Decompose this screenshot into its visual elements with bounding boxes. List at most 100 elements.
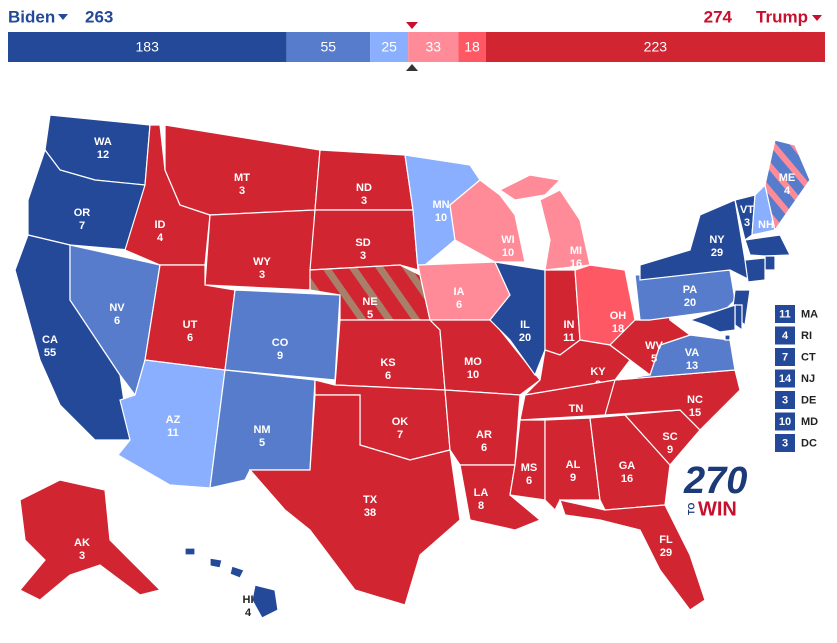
state-abbr: SD xyxy=(355,237,370,249)
state[interactable]: ID4 xyxy=(124,124,211,266)
dropdown-caret[interactable] xyxy=(58,14,68,20)
state-shape xyxy=(251,584,279,619)
candidate-name[interactable]: Biden xyxy=(8,7,55,26)
state-abbr: KS xyxy=(380,357,395,369)
state-shape xyxy=(224,289,341,381)
state-abbr: ND xyxy=(356,182,372,194)
state-votes: 55 xyxy=(44,347,56,359)
state-abbr: NM xyxy=(253,424,270,436)
state-abbr: CA xyxy=(42,334,58,346)
state-abbr: WY xyxy=(253,256,271,268)
state-votes: 3 xyxy=(259,269,265,281)
state-abbr: NV xyxy=(109,302,125,314)
state[interactable]: MS6 xyxy=(509,419,546,501)
state-abbr: LA xyxy=(474,487,489,499)
state-shape xyxy=(248,394,461,606)
candidate-total: 274 xyxy=(704,7,733,26)
vote-bar: 183 55 25 33 18 223 xyxy=(8,32,825,62)
state[interactable]: ND3 xyxy=(314,149,414,211)
small-state-box xyxy=(775,348,795,366)
state[interactable]: NE5 xyxy=(309,264,431,321)
state[interactable]: WY3 xyxy=(204,209,316,291)
small-state-votes: 7 xyxy=(782,351,788,363)
state-votes: 3 xyxy=(360,250,366,262)
state[interactable]: HI4 xyxy=(184,547,279,619)
small-state-box xyxy=(775,391,795,409)
state-abbr: AK xyxy=(74,537,90,549)
state-shape xyxy=(124,124,211,266)
bar-segment xyxy=(8,32,287,62)
small-state-list: 11 MA 4 RI 7 CT 14 NJ 3 DE 10 MD 3 DC xyxy=(775,305,818,452)
state[interactable]: AR6 xyxy=(444,389,521,466)
logo-win: WIN xyxy=(698,498,737,520)
state-abbr: NY xyxy=(709,234,725,246)
candidate-name[interactable]: Trump xyxy=(756,7,808,26)
state-votes: 6 xyxy=(456,299,462,311)
state-shape xyxy=(19,479,162,601)
small-state-abbr: RI xyxy=(801,330,812,342)
state-abbr: NC xyxy=(687,394,703,406)
bar-label: 223 xyxy=(644,39,668,55)
state-votes: 11 xyxy=(167,427,179,439)
state-votes: 6 xyxy=(114,315,120,327)
state-abbr: GA xyxy=(619,460,636,472)
state-abbr: KY xyxy=(590,366,606,378)
state[interactable]: AK3 xyxy=(19,479,162,601)
state[interactable]: CO9 xyxy=(224,289,341,381)
state-abbr: VT xyxy=(740,204,754,216)
state-abbr: ID xyxy=(155,219,166,231)
bar-label: 25 xyxy=(381,39,397,55)
state-shape xyxy=(184,547,196,556)
state-shape xyxy=(498,174,562,201)
state-votes: 8 xyxy=(478,500,484,512)
logo: 270 TO WIN xyxy=(683,460,747,520)
state-votes: 10 xyxy=(467,369,479,381)
state-votes: 38 xyxy=(364,507,376,519)
state-shape xyxy=(209,557,223,569)
state[interactable]: KS6 xyxy=(334,319,446,391)
state-abbr: HI xyxy=(243,594,254,606)
small-state-abbr: CT xyxy=(801,351,816,363)
state-votes: 11 xyxy=(563,332,575,344)
bar-label: 33 xyxy=(425,39,441,55)
small-state-votes: 3 xyxy=(782,394,788,406)
state-shape xyxy=(229,565,245,579)
state-abbr: AL xyxy=(566,459,581,471)
state-abbr: SC xyxy=(662,431,677,443)
state-abbr: WV xyxy=(645,340,663,352)
state-abbr: IN xyxy=(564,319,575,331)
state-abbr: NE xyxy=(362,296,377,308)
candidate-total: 263 xyxy=(85,7,113,26)
state-abbr: UT xyxy=(183,319,198,331)
state-votes: 29 xyxy=(660,547,672,559)
state-shape xyxy=(639,199,751,282)
state-votes: 20 xyxy=(519,332,531,344)
state[interactable]: SD3 xyxy=(309,209,419,271)
state-votes: 4 xyxy=(784,185,791,197)
state-shape xyxy=(744,257,766,283)
state-votes: 29 xyxy=(711,247,723,259)
state[interactable]: MT3 xyxy=(164,124,321,216)
state-abbr: NH xyxy=(758,219,774,231)
state-abbr: TX xyxy=(363,494,378,506)
threshold-marker xyxy=(406,22,418,29)
state-shape xyxy=(449,179,526,263)
small-state-votes: 3 xyxy=(782,437,788,449)
state-votes: 16 xyxy=(570,258,582,270)
small-state-box xyxy=(775,305,795,323)
state-abbr: FL xyxy=(659,534,673,546)
state[interactable]: ME4 xyxy=(764,139,811,232)
state-votes: 5 xyxy=(651,353,657,365)
bar-segment xyxy=(458,32,486,62)
dropdown-caret[interactable] xyxy=(812,15,822,21)
state-votes: 13 xyxy=(686,360,698,372)
